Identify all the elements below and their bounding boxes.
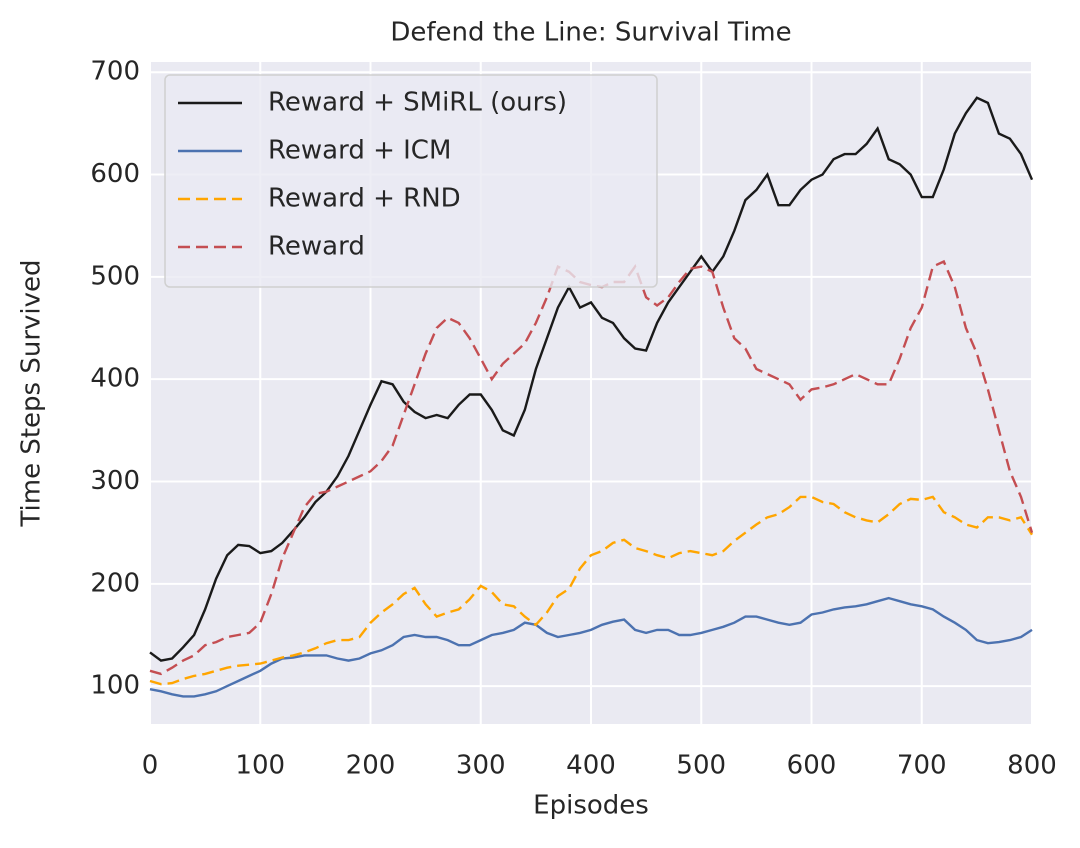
y-tick-label: 600 — [90, 159, 140, 189]
series-line — [149, 495, 1034, 686]
x-axis-label: Episodes — [533, 791, 649, 821]
y-tick-label: 100 — [90, 671, 140, 701]
x-tick-label: 200 — [346, 751, 396, 781]
chart-title: Defend the Line: Survival Time — [390, 18, 791, 48]
legend-label: Reward — [268, 232, 365, 262]
x-tick-label: 400 — [566, 751, 616, 781]
legend-box — [164, 74, 658, 288]
legend-label: Reward + SMiRL (ours) — [268, 88, 567, 118]
y-tick-label: 700 — [90, 57, 140, 87]
x-tick-label: 0 — [142, 751, 159, 781]
x-tick-label: 100 — [235, 751, 285, 781]
x-tick-label: 800 — [1007, 751, 1057, 781]
series-line — [149, 596, 1033, 698]
legend-label: Reward + RND — [268, 184, 461, 214]
x-tick-label: 500 — [676, 751, 726, 781]
x-tick-label: 600 — [787, 751, 837, 781]
y-tick-label: 300 — [90, 466, 140, 496]
y-tick-label: 400 — [90, 364, 140, 394]
series-line — [149, 259, 1034, 676]
x-tick-label: 700 — [897, 751, 947, 781]
x-tick-label: 300 — [456, 751, 506, 781]
series-line — [149, 96, 1034, 662]
y-axis-label: Time Steps Survived — [17, 259, 47, 527]
y-tick-label: 200 — [90, 568, 140, 598]
legend-label: Reward + ICM — [268, 136, 451, 166]
y-tick-label: 500 — [90, 261, 140, 291]
